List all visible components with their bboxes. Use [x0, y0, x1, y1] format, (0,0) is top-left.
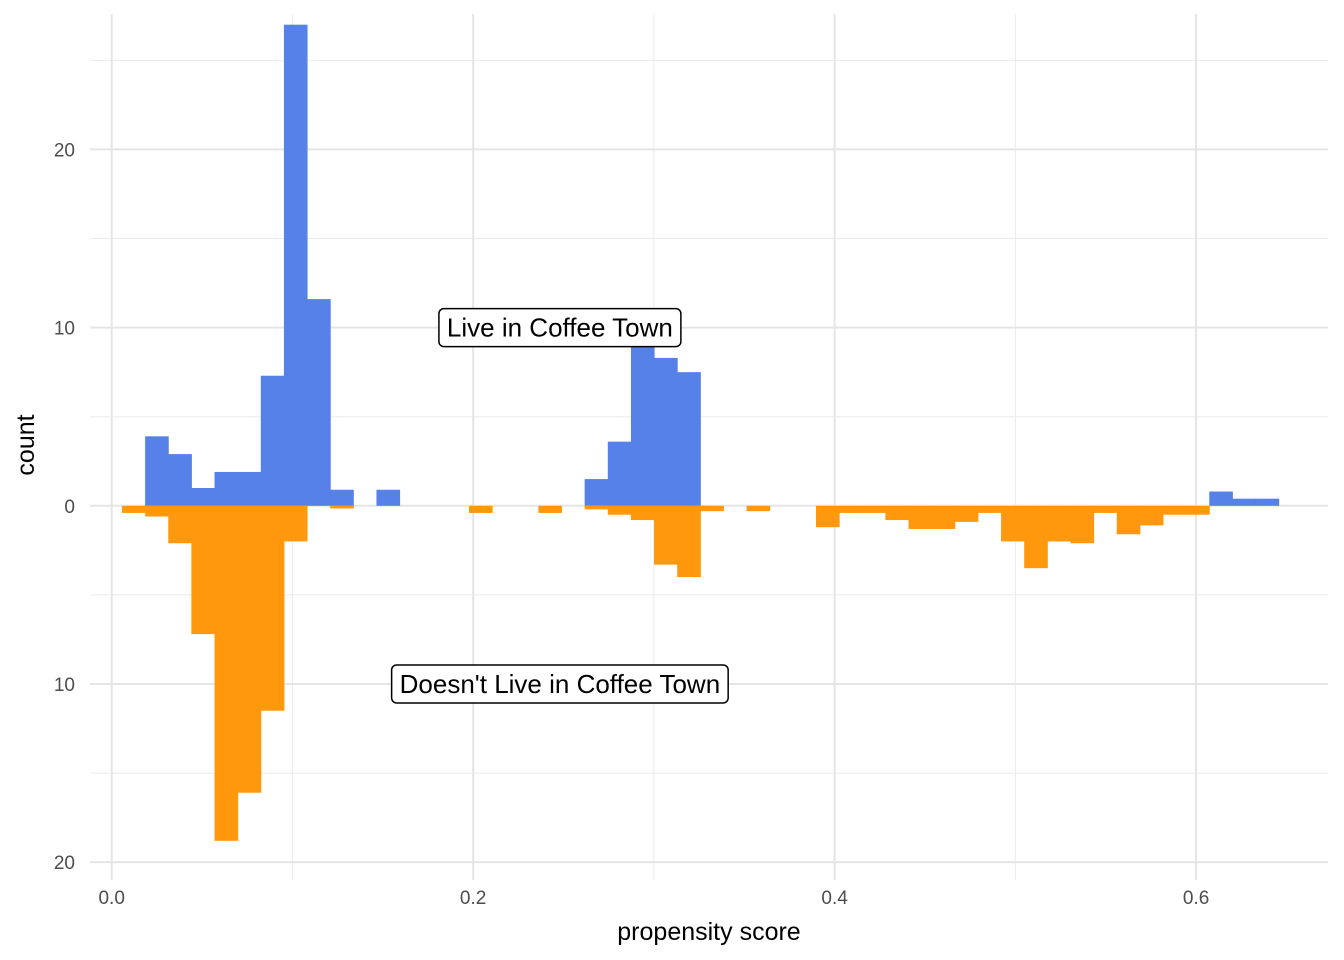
bar-lower: [1070, 505, 1095, 544]
bar-upper: [1232, 498, 1257, 506]
bar-lower: [191, 505, 216, 635]
bar-lower: [630, 505, 655, 521]
annotation-label: Live in Coffee Town: [438, 307, 682, 348]
bar-upper: [214, 471, 239, 506]
bar-lower: [677, 505, 701, 578]
bar-lower: [283, 505, 308, 542]
bar-upper: [1255, 498, 1280, 506]
bar-lower: [237, 505, 262, 793]
annotation-text: Live in Coffee Town: [447, 313, 673, 343]
bar-lower: [1116, 505, 1141, 535]
bar-lower: [260, 505, 285, 711]
bar-lower: [1047, 505, 1071, 542]
bar-lower: [746, 505, 771, 512]
bar-upper: [677, 372, 701, 506]
bar-upper: [307, 299, 331, 506]
x-axis-title: propensity score: [617, 918, 800, 946]
y-tick-label: 0: [64, 497, 75, 518]
bar-upper: [607, 441, 632, 506]
bar-lower: [168, 505, 192, 544]
y-tick-label: 20: [54, 853, 75, 874]
bar-upper: [237, 471, 262, 506]
bar-upper: [376, 489, 401, 506]
bar-lower: [1001, 505, 1025, 542]
bar-upper: [1209, 491, 1233, 506]
histogram-bars: [121, 24, 1280, 841]
annotation-box: [390, 664, 729, 704]
bar-upper: [260, 375, 285, 506]
bar-lower: [607, 505, 632, 515]
annotation-box: [438, 307, 682, 348]
y-tick-label: 10: [54, 675, 75, 696]
bar-lower: [862, 505, 886, 513]
bar-lower: [214, 505, 239, 841]
x-tick-label: 0.0: [98, 888, 124, 909]
bar-lower: [468, 505, 493, 513]
bar-lower: [330, 505, 354, 509]
bar-lower: [700, 505, 724, 512]
bar-lower: [1024, 505, 1048, 569]
bar-lower: [538, 505, 563, 513]
bar-lower: [1093, 505, 1118, 513]
bar-lower: [954, 505, 979, 522]
annotations: Live in Coffee Town Doesn't Live in Coffe…: [390, 307, 729, 704]
y-tick-label: 20: [54, 140, 75, 161]
x-axis-tick-labels: 0.0 0.2 0.4 0.6: [98, 888, 1209, 909]
bar-upper: [168, 454, 192, 506]
bar-lower: [908, 505, 933, 529]
bar-lower: [1162, 505, 1187, 515]
x-tick-label: 0.2: [460, 888, 486, 909]
bar-lower: [815, 505, 840, 528]
bar-lower: [931, 505, 956, 529]
bar-lower: [121, 505, 146, 513]
bar-lower: [1186, 505, 1210, 515]
bar-upper: [283, 24, 308, 506]
annotation-label: Doesn't Live in Coffee Town: [390, 664, 729, 704]
bar-upper: [145, 436, 169, 506]
x-tick-label: 0.4: [821, 888, 848, 909]
bar-upper: [630, 345, 655, 506]
bar-upper: [330, 489, 354, 506]
bar-lower: [654, 505, 678, 565]
bar-lower: [977, 505, 1002, 513]
bar-lower: [1139, 505, 1164, 526]
bar-upper: [584, 479, 609, 506]
y-axis-tick-labels: 20 10 0 10 20: [54, 140, 75, 874]
bar-upper: [654, 357, 678, 506]
bar-lower: [885, 505, 910, 521]
bar-lower: [839, 505, 863, 513]
y-axis-title: count: [12, 414, 40, 475]
bar-lower: [584, 505, 609, 510]
bar-upper: [191, 487, 216, 506]
x-tick-label: 0.6: [1183, 888, 1209, 909]
bar-lower: [145, 505, 169, 517]
annotation-text: Doesn't Live in Coffee Town: [400, 669, 721, 699]
y-tick-label: 10: [54, 319, 75, 340]
